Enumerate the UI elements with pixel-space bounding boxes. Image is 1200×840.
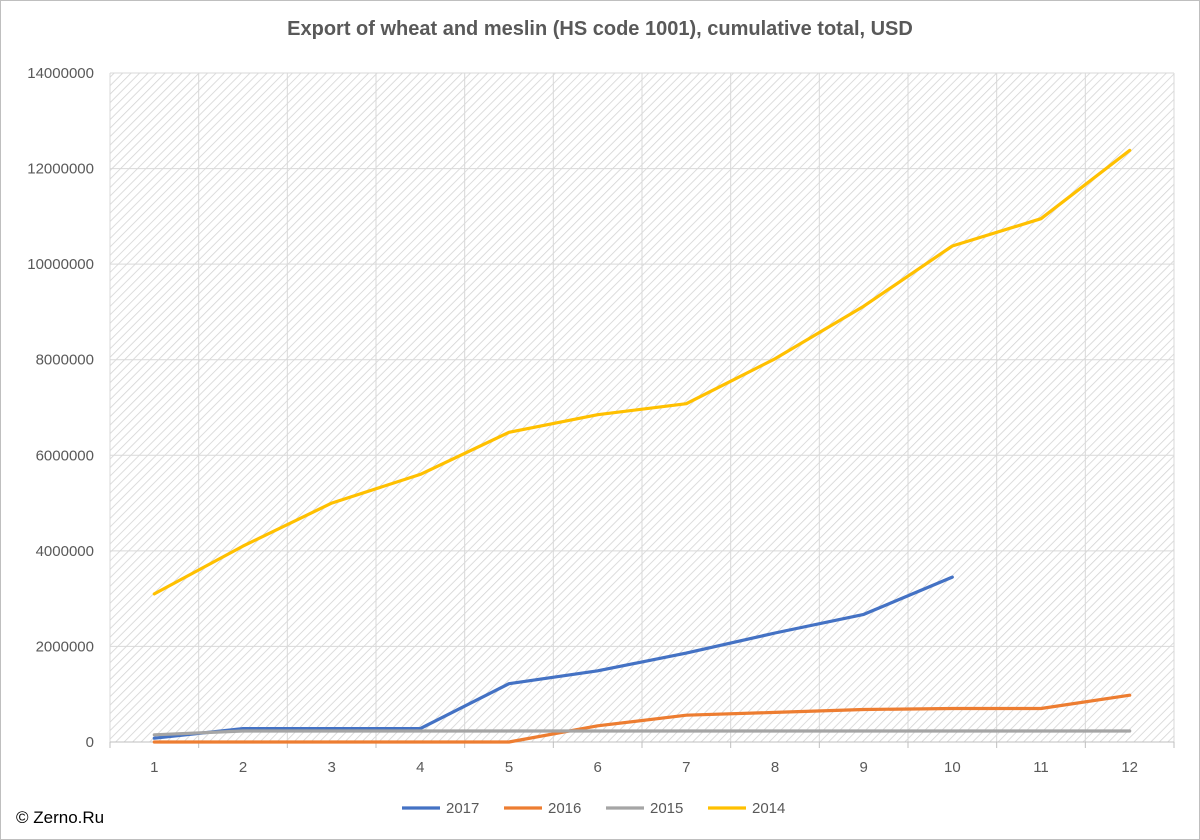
x-tick-label: 5 [505,759,513,776]
x-tick-label: 7 [682,759,690,776]
copyright-notice: © Zerno.Ru [16,808,105,827]
series-line-2016 [152,693,1132,744]
y-tick-label: 12000000 [27,161,94,178]
legend: 2017 2016 2015 2014 [402,800,785,817]
x-tick-label: 9 [859,759,867,776]
x-tick-label: 6 [593,759,601,776]
x-tick-label: 11 [1033,759,1049,776]
x-tick-label: 12 [1121,759,1138,776]
x-tick-label: 1 [150,759,158,776]
y-tick-label: 6000000 [36,447,94,464]
y-tick-label: 0 [86,734,94,751]
legend-label-2016: 2016 [548,800,581,817]
gridlines [109,72,1175,742]
series-lines [152,148,1132,744]
y-tick-label: 8000000 [36,352,94,369]
legend-label-2017: 2017 [446,800,479,817]
legend-label-2015: 2015 [650,800,683,817]
chart-title: Export of wheat and meslin (HS code 1001… [287,18,913,40]
x-tick-label: 8 [771,759,779,776]
y-tick-label: 10000000 [27,256,94,273]
x-tick-label: 10 [944,759,961,776]
series-line-2014 [152,148,1132,596]
y-tick-label: 4000000 [36,543,94,560]
series-line-2015 [152,729,1132,737]
x-tick-label: 3 [327,759,335,776]
y-tick-label: 2000000 [36,638,94,655]
x-tick-label: 2 [239,759,247,776]
series-line-2017 [152,575,954,740]
x-tick-label: 4 [416,759,424,776]
legend-label-2014: 2014 [752,800,785,817]
y-tick-label: 14000000 [27,65,94,82]
